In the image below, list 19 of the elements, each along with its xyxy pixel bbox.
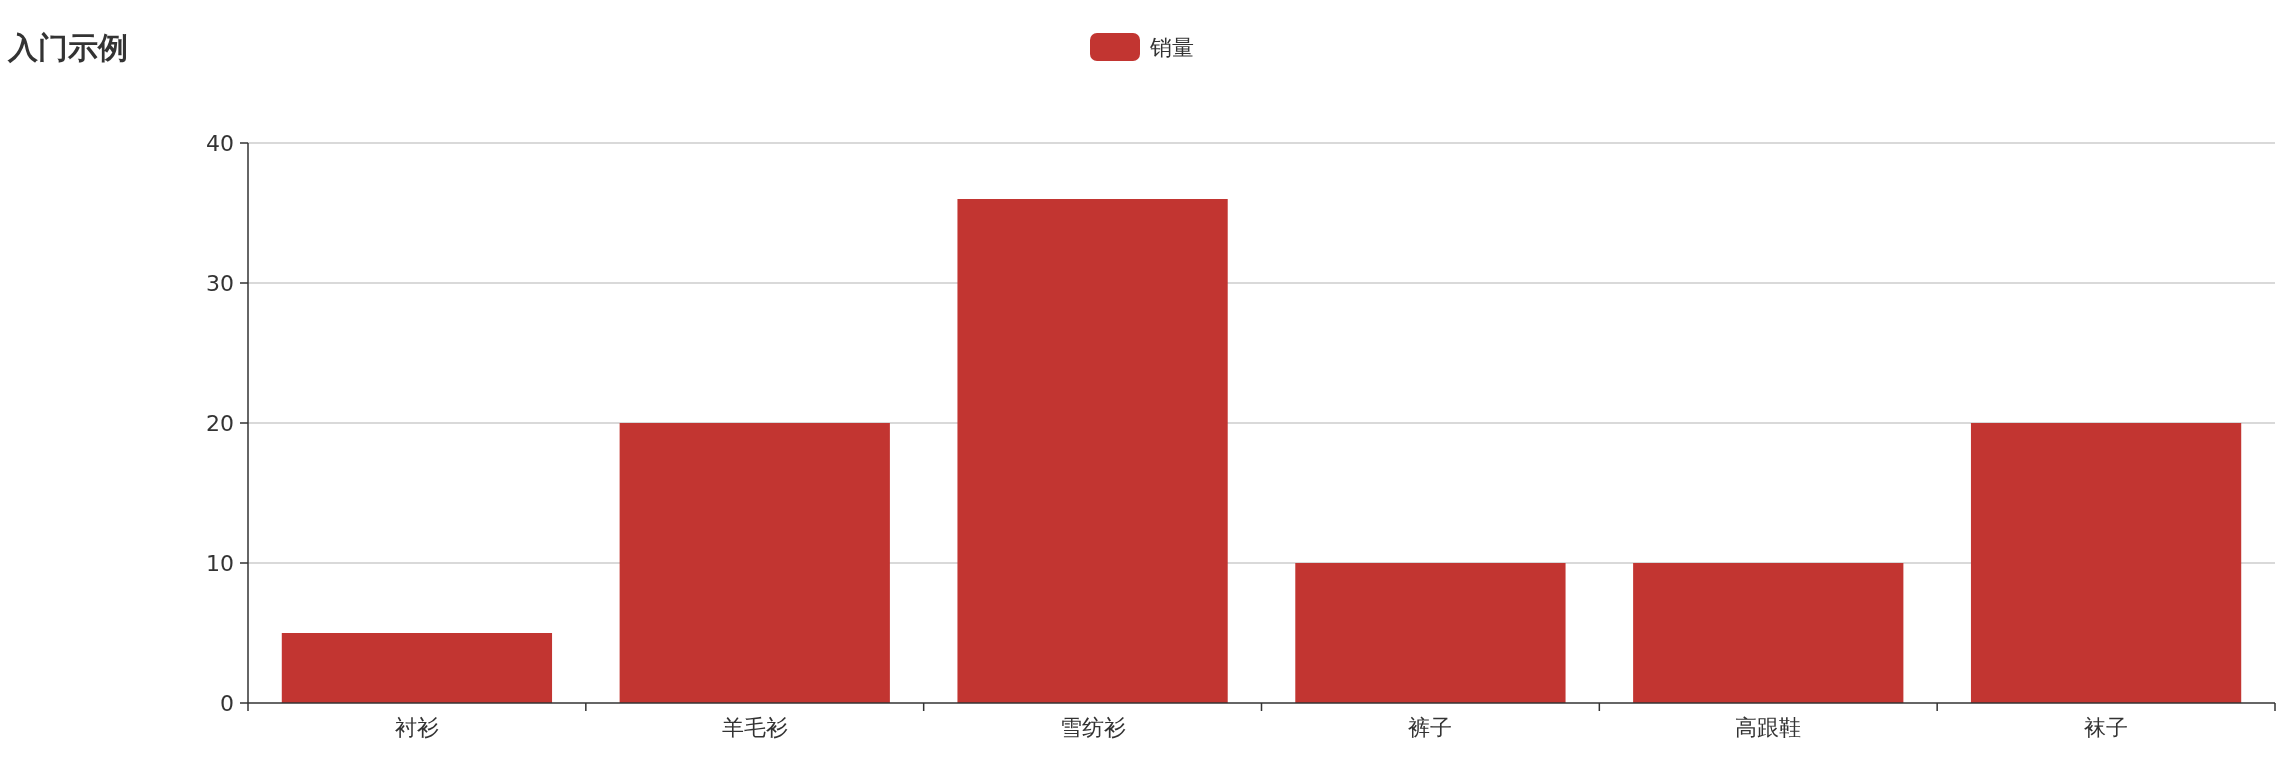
bar bbox=[281, 633, 553, 703]
bar bbox=[619, 423, 890, 703]
x-tick-label: 袜子 bbox=[2084, 715, 2129, 740]
y-tick-label: 20 bbox=[206, 411, 234, 436]
bar bbox=[1970, 423, 2242, 703]
y-tick-label: 30 bbox=[206, 271, 234, 296]
x-tick-label: 雪纺衫 bbox=[1059, 715, 1126, 740]
y-tick-label: 40 bbox=[206, 131, 234, 156]
legend-label: 销量 bbox=[1149, 35, 1194, 60]
y-tick-label: 10 bbox=[206, 551, 234, 576]
bar bbox=[1633, 563, 1904, 703]
x-tick-label: 衬衫 bbox=[394, 715, 439, 740]
bar bbox=[957, 199, 1228, 703]
x-tick-label: 高跟鞋 bbox=[1735, 715, 1802, 740]
y-tick-label: 0 bbox=[220, 691, 234, 716]
bar bbox=[1295, 563, 1566, 703]
chart-title: 入门示例 bbox=[7, 30, 128, 65]
x-tick-label: 裤子 bbox=[1408, 715, 1453, 740]
x-tick-label: 羊毛衫 bbox=[721, 715, 788, 740]
